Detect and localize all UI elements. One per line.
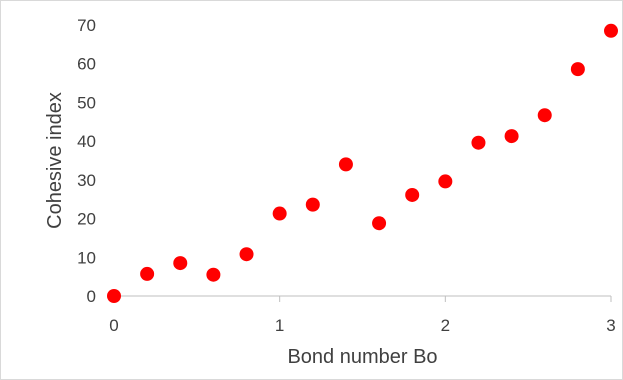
data-point	[504, 129, 519, 144]
data-point	[272, 206, 287, 221]
y-tick-label: 40	[77, 132, 96, 151]
data-point	[570, 62, 585, 77]
x-tick-label: 3	[606, 316, 615, 335]
data-point	[372, 216, 387, 231]
y-tick-label: 10	[77, 248, 96, 267]
data-points	[107, 23, 618, 303]
data-point	[604, 23, 618, 38]
x-axis-title: Bond number Bo	[287, 346, 437, 368]
y-tick-label: 30	[77, 171, 96, 190]
data-point	[537, 108, 552, 123]
x-tick-label: 2	[441, 316, 450, 335]
y-tick-label: 20	[77, 210, 96, 229]
axes-layer	[113, 295, 612, 302]
y-tick-label: 70	[77, 16, 96, 35]
data-point	[405, 187, 420, 202]
data-point	[305, 197, 320, 212]
data-point	[471, 135, 486, 150]
data-point	[173, 256, 188, 271]
data-point	[206, 267, 221, 282]
data-point	[438, 174, 453, 189]
x-tick-label: 1	[275, 316, 284, 335]
data-point	[239, 247, 254, 262]
data-point	[107, 289, 121, 303]
y-tick-label: 0	[87, 287, 96, 306]
data-point	[338, 157, 353, 172]
data-point	[140, 266, 155, 281]
y-axis-title: Cohesive index	[44, 92, 66, 229]
y-tick-label: 60	[77, 55, 96, 74]
y-tick-label: 50	[77, 93, 96, 112]
x-tick-label: 0	[109, 316, 118, 335]
